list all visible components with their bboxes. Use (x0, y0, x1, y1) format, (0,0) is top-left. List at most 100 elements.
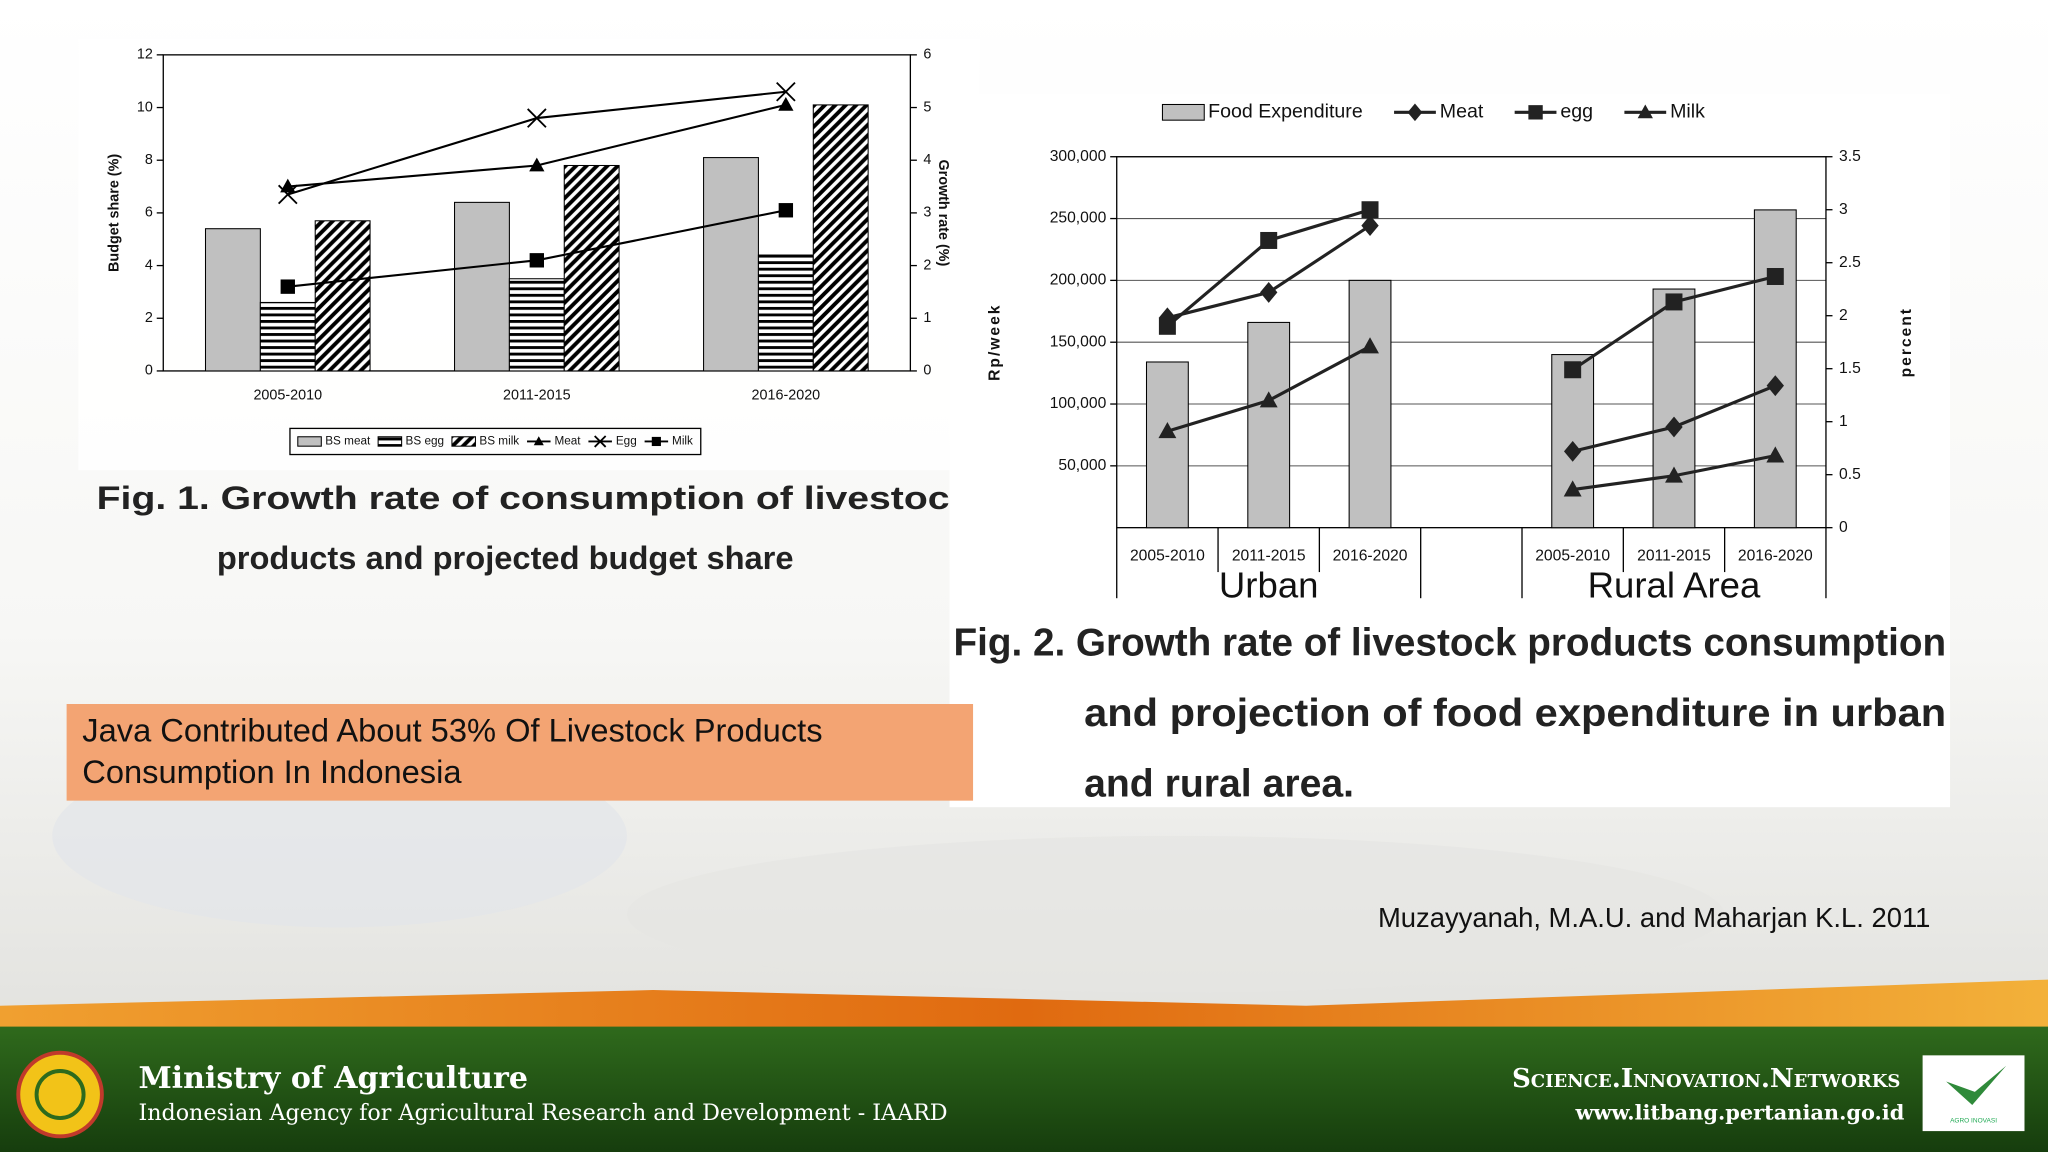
y2-axis-label: percent (1898, 307, 1915, 377)
highlight-text: Consumption In Indonesia (82, 753, 462, 790)
footer-ministry: Ministry of Agriculture (138, 1061, 528, 1096)
y-tick-label: 200,000 (1050, 272, 1107, 289)
footer-tagline: Science.Innovation.Networks (1512, 1063, 1900, 1094)
y2-tick-label: 1 (1839, 413, 1848, 430)
legend-label: Meat (1440, 100, 1484, 122)
agro-logo-text: AGRO INOVASI (1950, 1117, 1997, 1124)
y-tick-label: 50,000 (1058, 457, 1106, 474)
x-tick-label: 2005-2010 (253, 388, 322, 404)
legend-label: Milk (1670, 100, 1705, 122)
bar (703, 157, 759, 372)
legend-swatch (1161, 103, 1205, 121)
x-tick-label: 2016-2020 (1738, 548, 1813, 565)
highlight-text: Java Contributed About 53% Of Livestock … (82, 711, 822, 748)
bar (204, 228, 261, 372)
marker (1665, 416, 1683, 438)
marker (1766, 446, 1785, 463)
bar (757, 254, 814, 372)
legend: BS meat BS egg BS milk Meat Egg Milk (297, 435, 693, 448)
legend-box (289, 427, 702, 456)
y-axis-label: Budget share (%) (107, 154, 123, 272)
group-label: Urban (1219, 564, 1319, 605)
citation: Muzayyanah, M.A.U. and Maharjan K.L. 201… (1378, 902, 1931, 933)
marker (651, 436, 661, 447)
y2-tick-label: 2 (923, 257, 931, 273)
bar (454, 201, 510, 372)
bar (1348, 279, 1392, 529)
legend-label: egg (1560, 100, 1593, 122)
y-tick-label: 6 (145, 205, 153, 221)
legend-label: BS milk (479, 435, 519, 448)
y2-tick-label: 3.5 (1839, 148, 1861, 165)
marker (1407, 103, 1423, 122)
marker (1158, 317, 1176, 335)
marker (1158, 422, 1177, 439)
y2-tick-label: 1.5 (1839, 360, 1861, 377)
y2-tick-label: 0.5 (1839, 466, 1861, 483)
y-tick-label: 0 (145, 363, 153, 379)
marker (1528, 105, 1543, 120)
marker (778, 203, 794, 218)
y-tick-label: 4 (145, 257, 153, 273)
footer-stripe (0, 979, 2048, 1035)
marker (1766, 268, 1784, 285)
marker (1564, 361, 1582, 379)
bar (1652, 288, 1696, 529)
x-tick-label: 2011-2015 (1637, 548, 1711, 565)
figure-2: 50,000 100,000 150,000 200,000 250,000 300,00… (949, 94, 1951, 808)
y-axis-label: Rp/week (986, 304, 1003, 381)
figure-caption: and rural area. (1084, 763, 1354, 806)
marker (1260, 231, 1278, 249)
x-tick-label: 2011-2015 (1232, 548, 1306, 565)
marker (529, 253, 544, 268)
marker (1665, 466, 1683, 483)
decoration (626, 835, 1725, 993)
bar (508, 278, 565, 372)
y2-tick-label: 1 (923, 310, 931, 326)
y-tick-label: 10 (137, 99, 153, 115)
marker (1361, 337, 1379, 354)
legend-label: Egg (616, 435, 637, 448)
y-tick-label: 8 (145, 152, 153, 168)
y2-tick-label: 6 (923, 47, 931, 63)
ministry-logo (34, 1069, 86, 1120)
marker (1563, 440, 1582, 462)
bar (563, 164, 620, 372)
bar (1753, 209, 1797, 529)
y2-axis-label: Growth rate (%) (935, 159, 951, 266)
legend-swatch (377, 436, 403, 447)
bar (314, 220, 371, 372)
footer-band (0, 1026, 2048, 1152)
legend-label: BS egg (406, 435, 445, 448)
y-tick-label: 12 (137, 47, 153, 63)
legend-swatch (297, 436, 322, 447)
y2-tick-label: 0 (1839, 519, 1848, 536)
marker (778, 97, 794, 111)
y2-tick-label: 3 (923, 205, 931, 221)
marker (280, 178, 296, 193)
y2-tick-label: 4 (923, 152, 931, 168)
marker (594, 435, 607, 448)
figure-caption: and projection of food expenditure in ur… (1084, 692, 1946, 735)
bar (1145, 361, 1189, 529)
figure-caption: Fig. 1. Growth rate of consumption of li… (97, 479, 950, 516)
group-label: Rural Area (1588, 564, 1761, 605)
marker (533, 436, 544, 446)
ministry-logo (16, 1050, 104, 1139)
marker (1361, 215, 1379, 237)
marker (1260, 281, 1278, 303)
legend-label: Food Expenditure (1208, 100, 1363, 122)
bar (812, 104, 869, 372)
y-tick-label: 2 (145, 310, 153, 326)
marker (527, 108, 547, 128)
legend: Food Expenditure Meat egg Milk (1161, 100, 1705, 122)
highlight-box (66, 704, 974, 801)
y2-tick-label: 5 (923, 99, 931, 115)
marker (776, 81, 796, 102)
y-tick-label: 150,000 (1050, 333, 1107, 350)
y2-tick-label: 3 (1839, 201, 1848, 218)
marker (1563, 480, 1582, 497)
legend-label: Milk (672, 435, 693, 448)
